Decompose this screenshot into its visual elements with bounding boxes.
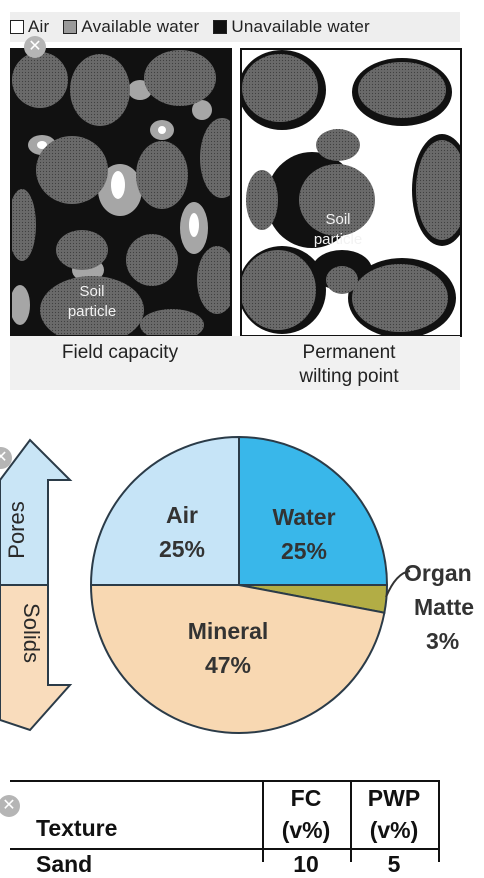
caption-band [10, 336, 460, 390]
slice-pct-air: 25% [159, 536, 205, 562]
legend-available: Available water [63, 17, 199, 37]
table-top-rule [10, 780, 440, 782]
wilting-point-panel: Soil particle [240, 48, 462, 337]
soil-label-line2: particle [68, 303, 116, 320]
available-water-swatch [63, 20, 78, 34]
soil-water-figure: Air Available water Unavailable water [0, 0, 484, 395]
table-header-rule [10, 848, 440, 850]
legend-air-label: Air [28, 17, 50, 36]
pie-slice-mineral [89, 584, 386, 734]
slice-label-air: Air [166, 502, 198, 528]
row1-pwp: 5 [387, 851, 401, 877]
slice-pct-water: 25% [281, 538, 327, 564]
slice-label-water: Water [272, 504, 335, 530]
field-capacity-illustration: Soil particle [12, 50, 230, 335]
pie-slice-air [89, 435, 240, 586]
soil-label-line1-right: Soil [325, 211, 350, 228]
field-capacity-caption: Field capacity [61, 342, 179, 363]
field-capacity-panel: Soil particle [10, 48, 232, 337]
legend-air: Air [10, 17, 49, 37]
table-col-divider-2 [350, 780, 352, 862]
pores-label: Pores [4, 501, 29, 558]
slice-pct-mineral: 47% [205, 652, 251, 678]
air-swatch [10, 20, 24, 34]
close-icon-pie[interactable]: ✕ [0, 447, 12, 469]
legend-available-label: Available water [81, 17, 200, 36]
soil-texture-table: Texture FC (v%) PWP (v%) Sand 10 5 ✕ [0, 775, 484, 877]
table-col-divider-3 [438, 780, 440, 862]
pwp-caption-line1: Permanent [302, 342, 396, 363]
soil-composition-section: Pores Solids Air 25% Water 25% Mineral 4… [0, 395, 484, 775]
header-fc-line2: (v%) [281, 817, 331, 843]
table-col-divider-1 [262, 780, 264, 862]
row1-fc: 10 [293, 851, 319, 877]
pie-slice-water [238, 435, 389, 586]
soil-label-line1: Soil [79, 283, 104, 300]
wilting-point-illustration: Soil particle [242, 50, 460, 335]
solids-label: Solids [19, 603, 44, 663]
row1-texture: Sand [36, 851, 93, 877]
soil-composition-pie-chart: Pores Solids Air 25% Water 25% Mineral 4… [0, 435, 474, 734]
pores-arrow-shape [0, 438, 73, 586]
header-pwp-line2: (v%) [369, 817, 419, 843]
pores-solids-arrow: Pores Solids [0, 438, 73, 732]
figure-legend: Air Available water Unavailable water [10, 12, 460, 42]
slice-label-organic-line1: Organ [404, 560, 472, 586]
close-icon-table[interactable]: ✕ [0, 795, 20, 817]
slice-pct-organic: 3% [426, 628, 459, 654]
slice-label-mineral: Mineral [188, 618, 269, 644]
close-icon[interactable]: ✕ [24, 36, 46, 58]
organic-leader-line [385, 570, 411, 598]
unavailable-water-swatch [213, 20, 228, 34]
slice-label-organic-line2: Matte [414, 594, 474, 620]
header-texture: Texture [36, 815, 118, 841]
soil-label-line2-right: particle [314, 231, 362, 248]
header-fc-line1: FC [290, 785, 322, 811]
solids-arrow-shape [0, 584, 73, 732]
legend-unavailable-label: Unavailable water [231, 17, 370, 36]
pie-slices [89, 435, 389, 734]
pwp-caption-line2: wilting point [299, 366, 399, 387]
header-pwp-line1: PWP [367, 785, 421, 811]
legend-unavailable: Unavailable water [213, 17, 370, 37]
